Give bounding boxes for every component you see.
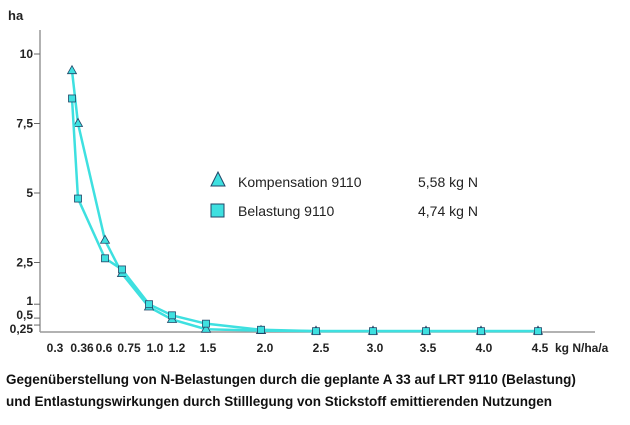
y-tick-label: 2,5 (16, 256, 33, 270)
caption-line-2: und Entlastungswirkungen durch Stilllegu… (6, 394, 553, 409)
x-tick-label: 0.36 (70, 341, 94, 355)
x-tick-label: 1.0 (147, 341, 164, 355)
legend-value-kompensation: 5,58 kg N (418, 174, 478, 190)
legend-label-belastung: Belastung 9110 (238, 203, 335, 219)
y-tick-label: 7,5 (16, 117, 33, 131)
data-point-square (74, 194, 82, 203)
x-tick-label: 0.75 (117, 341, 141, 355)
x-tick-label: 0.3 (47, 341, 64, 355)
legend-square-icon (210, 203, 225, 218)
legend-value-belastung: 4,74 kg N (418, 203, 478, 219)
x-axis-label: kg N/ha/a (555, 341, 609, 355)
data-point-square (101, 254, 109, 263)
x-tick-label: 2.0 (257, 341, 274, 355)
x-tick-label: 1.5 (200, 341, 217, 355)
data-point-square (257, 325, 265, 334)
data-point-square (422, 327, 430, 336)
data-point-square (118, 265, 126, 274)
data-point-triangle (99, 234, 111, 244)
data-point-square (168, 311, 176, 320)
y-tick-label: 0,25 (10, 322, 34, 336)
legend-label-kompensation: Kompensation 9110 (238, 174, 362, 190)
x-tick-label: 4.5 (532, 341, 549, 355)
data-point-square (534, 327, 542, 336)
data-point-triangle (66, 64, 78, 75)
legend-triangle-icon (210, 170, 226, 187)
y-axis-label: ha (8, 8, 24, 23)
x-tick-label: 1.2 (169, 341, 186, 355)
data-point-square (202, 319, 210, 328)
data-point-square (68, 94, 76, 103)
data-point-square (145, 300, 153, 309)
data-point-square (477, 327, 485, 336)
x-tick-label: 2.5 (313, 341, 330, 355)
data-point-square (312, 327, 320, 336)
x-tick-label: 3.5 (420, 341, 437, 355)
x-tick-label: 4.0 (476, 341, 493, 355)
data-point-square (369, 327, 377, 336)
data-point-triangle (200, 323, 212, 333)
y-tick-label: 0,5 (16, 308, 33, 322)
y-tick-label: 10 (20, 47, 34, 61)
y-tick-label: 5 (26, 186, 33, 200)
caption-line-1: Gegenüberstellung von N-Belastungen durc… (6, 372, 576, 387)
series-line-kompensation (70, 70, 538, 333)
x-tick-label: 3.0 (367, 341, 384, 355)
y-tick-label: 1 (26, 294, 33, 308)
data-point-triangle (72, 117, 84, 127)
x-tick-label: 0.6 (96, 341, 113, 355)
